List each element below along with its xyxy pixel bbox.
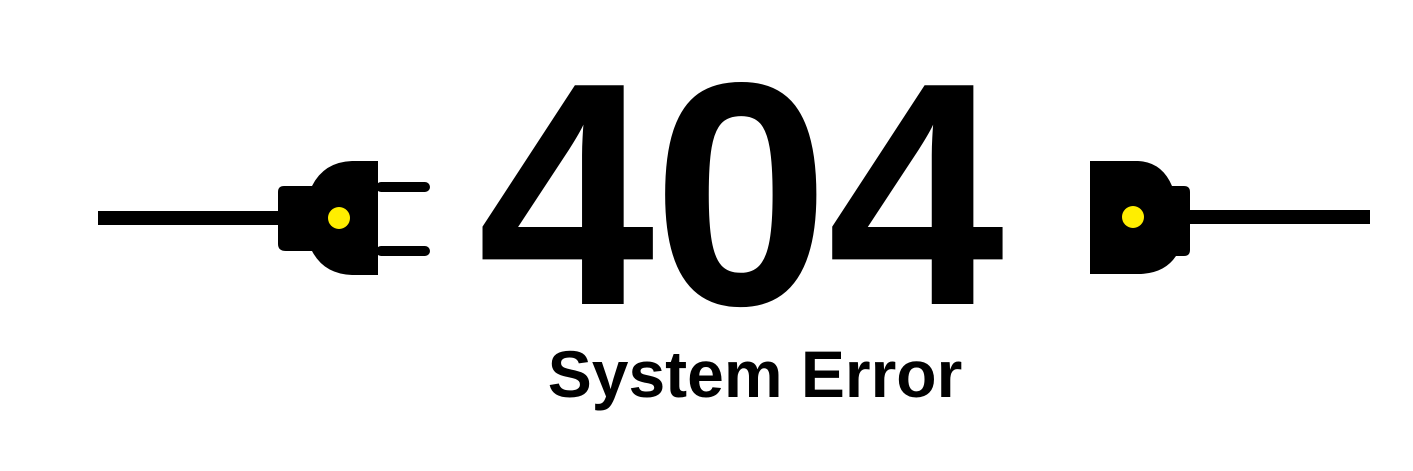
plug-prong-top: [376, 182, 430, 192]
right-cable: [1184, 210, 1370, 224]
error-code: 404: [477, 17, 1005, 372]
socket-icon: [1090, 161, 1370, 274]
right-indicator-light: [1122, 206, 1144, 228]
plug-prong-bottom: [376, 246, 430, 256]
error-message: System Error: [547, 337, 963, 411]
plug-icon: [98, 161, 430, 275]
left-cable: [98, 211, 298, 225]
left-indicator-light: [328, 207, 350, 229]
